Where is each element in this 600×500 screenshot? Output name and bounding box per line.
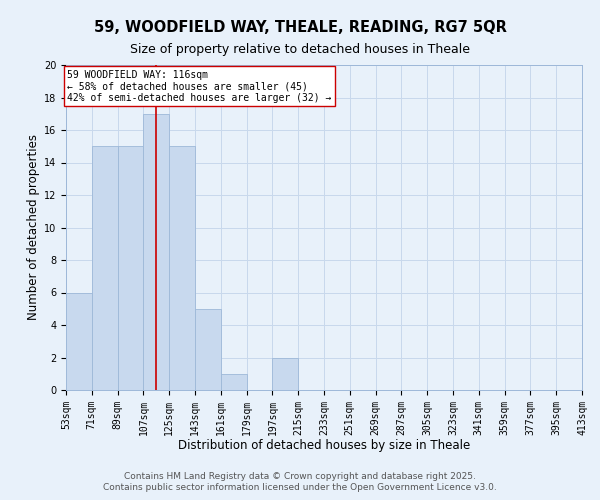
- Bar: [118, 146, 143, 390]
- Bar: [169, 146, 195, 390]
- Text: Contains public sector information licensed under the Open Government Licence v3: Contains public sector information licen…: [103, 484, 497, 492]
- Text: 59, WOODFIELD WAY, THEALE, READING, RG7 5QR: 59, WOODFIELD WAY, THEALE, READING, RG7 …: [94, 20, 506, 35]
- Text: 59 WOODFIELD WAY: 116sqm
← 58% of detached houses are smaller (45)
42% of semi-d: 59 WOODFIELD WAY: 116sqm ← 58% of detach…: [67, 70, 332, 103]
- X-axis label: Distribution of detached houses by size in Theale: Distribution of detached houses by size …: [178, 439, 470, 452]
- Y-axis label: Number of detached properties: Number of detached properties: [27, 134, 40, 320]
- Bar: [143, 114, 169, 390]
- Text: Size of property relative to detached houses in Theale: Size of property relative to detached ho…: [130, 42, 470, 56]
- Bar: [92, 146, 118, 390]
- Bar: [66, 292, 92, 390]
- Bar: [221, 374, 247, 390]
- Text: Contains HM Land Registry data © Crown copyright and database right 2025.: Contains HM Land Registry data © Crown c…: [124, 472, 476, 481]
- Bar: [195, 308, 221, 390]
- Bar: [272, 358, 298, 390]
